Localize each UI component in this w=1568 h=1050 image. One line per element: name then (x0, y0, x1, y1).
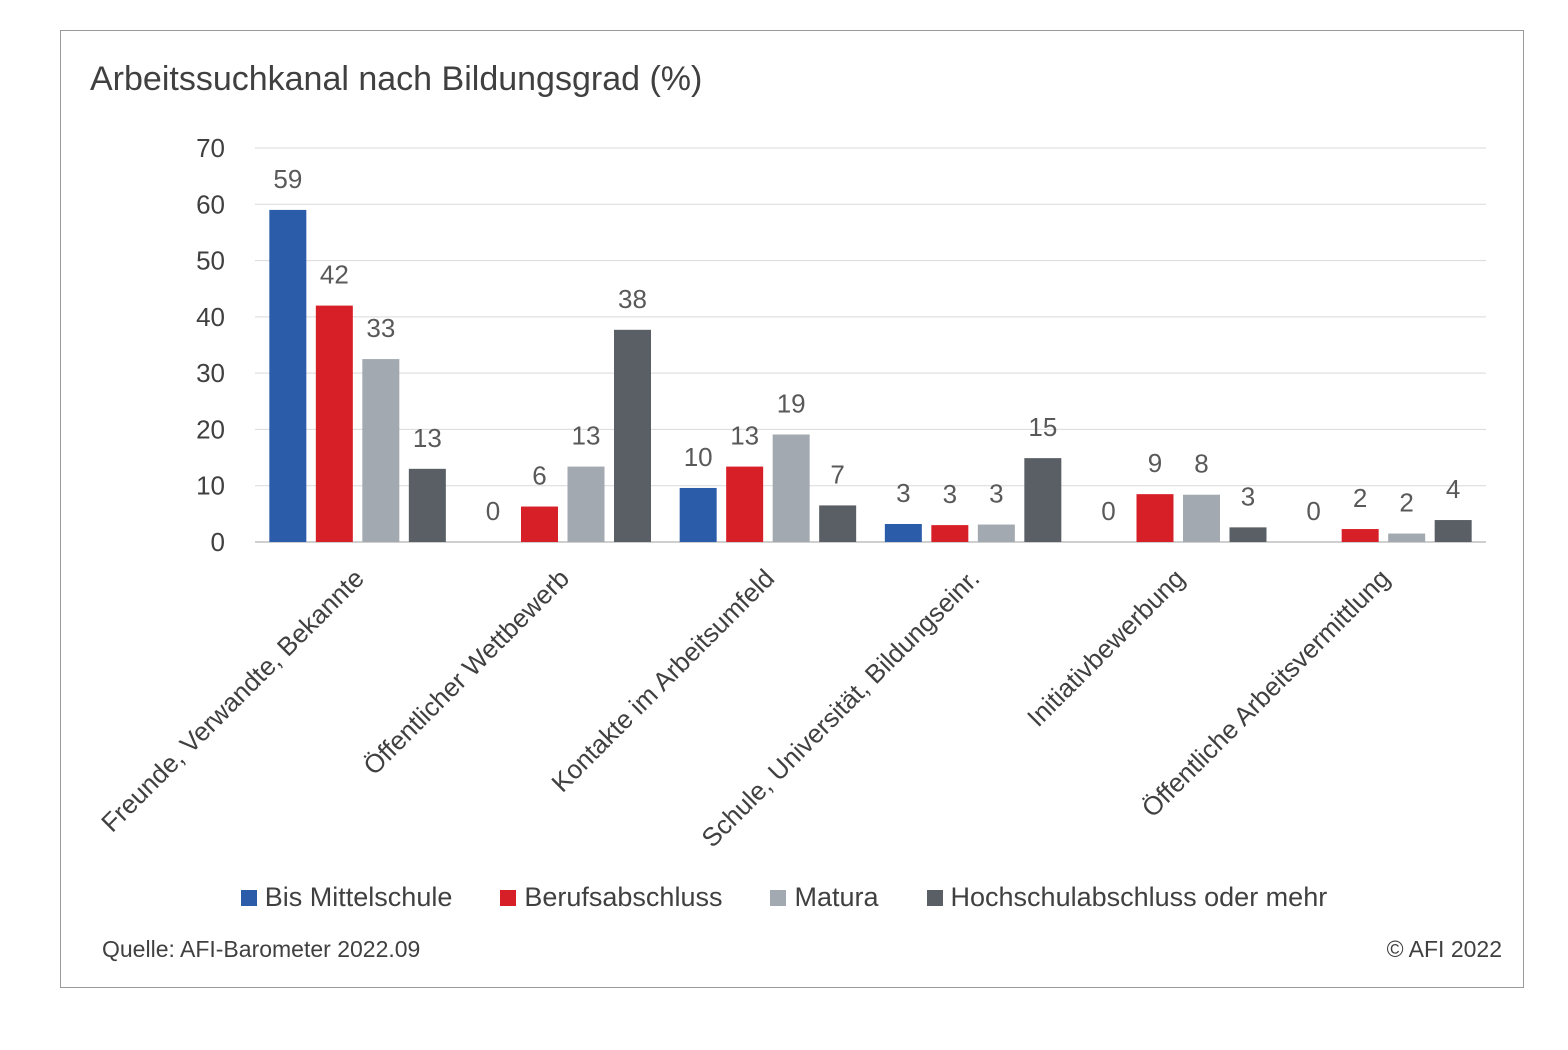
bar (1341, 529, 1379, 542)
data-label: 9 (1148, 448, 1162, 478)
chart-title: Arbeitssuchkanal nach Bildungsgrad (%) (90, 60, 703, 98)
y-tick-label: 10 (196, 471, 225, 501)
data-label: 15 (1028, 412, 1057, 442)
bar (772, 434, 810, 542)
x-category-label: Öffentlicher Wettbewerb (357, 563, 575, 781)
bar (315, 305, 353, 542)
data-label: 0 (486, 496, 500, 526)
bar (362, 359, 400, 542)
bar (726, 466, 764, 542)
data-label: 3 (896, 478, 910, 508)
legend: Bis Mittelschule Berufsabschluss Matura Hoc… (0, 882, 1568, 913)
copyright-note: © AFI 2022 (1386, 936, 1502, 962)
y-tick-label: 50 (196, 246, 225, 276)
data-label: 3 (989, 479, 1003, 509)
bar (1136, 494, 1174, 542)
y-axis-ticks: 0 10 20 30 40 50 60 70 (196, 133, 225, 557)
bar (269, 209, 307, 542)
legend-swatch (926, 889, 943, 906)
bar (1183, 494, 1220, 542)
bar (614, 329, 651, 542)
legend-swatch (770, 889, 787, 906)
legend-label: Matura (794, 882, 879, 912)
legend-label: Hochschulabschluss oder mehr (950, 882, 1328, 912)
y-tick-label: 60 (196, 189, 225, 219)
data-label: 6 (532, 461, 546, 491)
data-label: 3 (943, 479, 957, 509)
data-label: 38 (618, 284, 647, 314)
bar (521, 506, 558, 542)
bar (408, 468, 446, 542)
x-category-label: Freunde, Verwandte, Bekannte (95, 563, 370, 838)
bar (1229, 527, 1267, 542)
y-tick-label: 70 (196, 133, 225, 163)
y-tick-label: 40 (196, 302, 225, 332)
data-label: 13 (730, 421, 759, 451)
bar (567, 466, 605, 542)
x-category-label: Öffentliche Arbeitsvermittlung (1136, 563, 1396, 823)
data-label: 8 (1194, 449, 1208, 479)
x-category-label: Kontakte im Arbeitsumfeld (545, 563, 780, 798)
data-label: 59 (273, 164, 302, 194)
bar (819, 505, 857, 542)
legend-label: Berufsabschluss (524, 882, 723, 912)
bar (1388, 533, 1426, 542)
data-label: 0 (1306, 496, 1320, 526)
legend-item: Hochschulabschluss oder mehr (926, 882, 1328, 913)
legend-swatch (240, 889, 257, 906)
data-label: 19 (777, 388, 806, 418)
data-label: 0 (1101, 496, 1115, 526)
data-label: 13 (413, 423, 442, 453)
bar (884, 523, 922, 542)
y-tick-label: 30 (196, 358, 225, 388)
data-label: 33 (366, 313, 395, 343)
legend-item: Berufsabschluss (500, 882, 722, 913)
y-tick-label: 20 (196, 414, 225, 444)
bar (977, 524, 1015, 542)
data-label: 4 (1446, 474, 1460, 504)
x-category-label: Initiativbewerbung (1021, 563, 1190, 732)
data-label: 2 (1353, 483, 1367, 513)
y-tick-label: 0 (211, 527, 225, 557)
source-note: Quelle: AFI-Barometer 2022.09 (102, 936, 421, 962)
bar (931, 525, 969, 542)
data-label: 3 (1241, 481, 1255, 511)
data-label: 42 (320, 260, 349, 290)
legend-item: Matura (770, 882, 879, 913)
x-axis-labels: Freunde, Verwandte, BekannteÖffentlicher… (95, 563, 1396, 853)
bar (1024, 458, 1062, 542)
data-label: 2 (1399, 488, 1413, 518)
legend-item: Bis Mittelschule (240, 882, 453, 913)
bar (679, 487, 717, 542)
legend-swatch (500, 889, 517, 906)
bars (269, 209, 1472, 542)
gridlines (255, 147, 1486, 543)
bar (1434, 520, 1472, 542)
data-label: 13 (572, 421, 601, 451)
legend-label: Bis Mittelschule (264, 882, 453, 912)
data-label: 7 (830, 459, 844, 489)
data-label: 10 (684, 442, 713, 472)
